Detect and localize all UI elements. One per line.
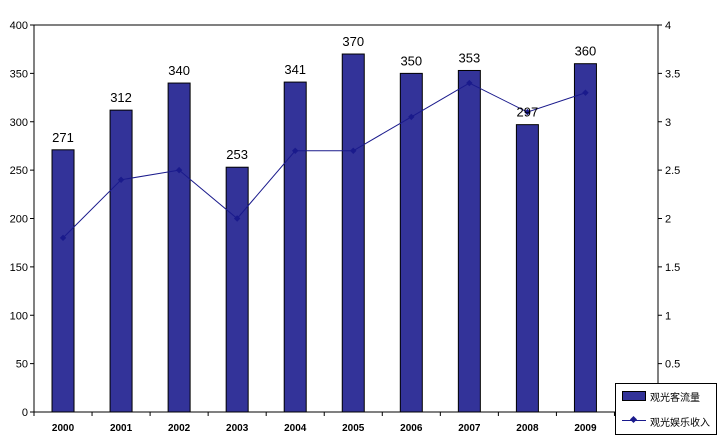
bar (225, 166, 249, 413)
bar (109, 109, 133, 413)
x-tick-label: 2008 (516, 423, 539, 434)
x-tick-label: 2007 (458, 423, 481, 434)
data-label: 370 (342, 34, 364, 49)
bar (399, 72, 423, 413)
line-point (582, 89, 589, 96)
bar (457, 69, 481, 413)
data-label: 350 (400, 53, 422, 68)
legend-label-visitors: 观光客流量 (650, 392, 700, 404)
line-layer (59, 79, 589, 242)
legend-item-income: 观光娱乐收入 (622, 414, 710, 429)
right-tick-label: 3 (665, 117, 671, 129)
x-tick-label: 2000 (52, 423, 75, 434)
data-label: 340 (168, 63, 190, 78)
bar (283, 81, 307, 413)
right-tick-label: 4 (665, 20, 671, 32)
line-point (233, 215, 241, 222)
bar (167, 82, 191, 413)
right-tick-label: 0.5 (665, 359, 680, 371)
line-point (524, 108, 531, 116)
legend: 观光客流量 观光娱乐收入 (615, 383, 717, 435)
line-point (59, 234, 67, 242)
income-line (62, 82, 586, 239)
x-tick-label: 2005 (342, 423, 365, 434)
right-tick-label: 3.5 (665, 68, 680, 80)
left-tick-label: 400 (10, 20, 28, 32)
left-tick-label: 0 (22, 407, 28, 419)
line-point (466, 79, 473, 87)
bars-layer (51, 53, 597, 413)
line-point (292, 147, 299, 154)
left-tick-label: 250 (10, 165, 28, 177)
left-tick-label: 300 (10, 117, 28, 129)
labels-layer: 271 312 340 253 341 370 350 353 297 360 (52, 34, 596, 162)
legend-label-income: 观光娱乐收入 (650, 417, 710, 429)
left-tick-label: 150 (10, 262, 28, 274)
line-point (175, 166, 183, 174)
line-point (117, 176, 125, 183)
data-label: 253 (226, 147, 248, 162)
bar (573, 63, 597, 413)
x-tick-label: 2004 (284, 423, 307, 434)
data-label: 312 (110, 90, 132, 105)
right-tick-label: 1 (665, 310, 671, 322)
x-tick-label: 2001 (110, 423, 133, 434)
line-point (350, 147, 357, 154)
bar (51, 149, 75, 413)
legend-line-swatch (622, 416, 646, 426)
data-label: 271 (52, 130, 74, 145)
left-tick-label: 50 (16, 359, 28, 371)
data-label: 353 (458, 50, 480, 65)
right-tick-label: 2.5 (665, 165, 680, 177)
right-tick-label: 2 (665, 214, 671, 226)
x-tick-label: 2006 (400, 423, 423, 434)
left-tick-label: 100 (10, 310, 28, 322)
bar (515, 124, 539, 413)
right-tick-label: 1.5 (665, 262, 680, 274)
x-tick-label: 2003 (226, 423, 249, 434)
left-tick-label: 200 (10, 214, 28, 226)
legend-bar-swatch (622, 391, 646, 401)
x-tick-label: 2002 (168, 423, 191, 434)
legend-item-visitors: 观光客流量 (622, 389, 700, 404)
x-tick-label: 2009 (574, 423, 597, 434)
bar (341, 53, 365, 413)
data-label: 341 (284, 62, 306, 77)
line-point (408, 113, 415, 121)
data-label: 360 (575, 44, 597, 59)
data-label: 297 (517, 105, 539, 120)
left-tick-label: 350 (10, 68, 28, 80)
